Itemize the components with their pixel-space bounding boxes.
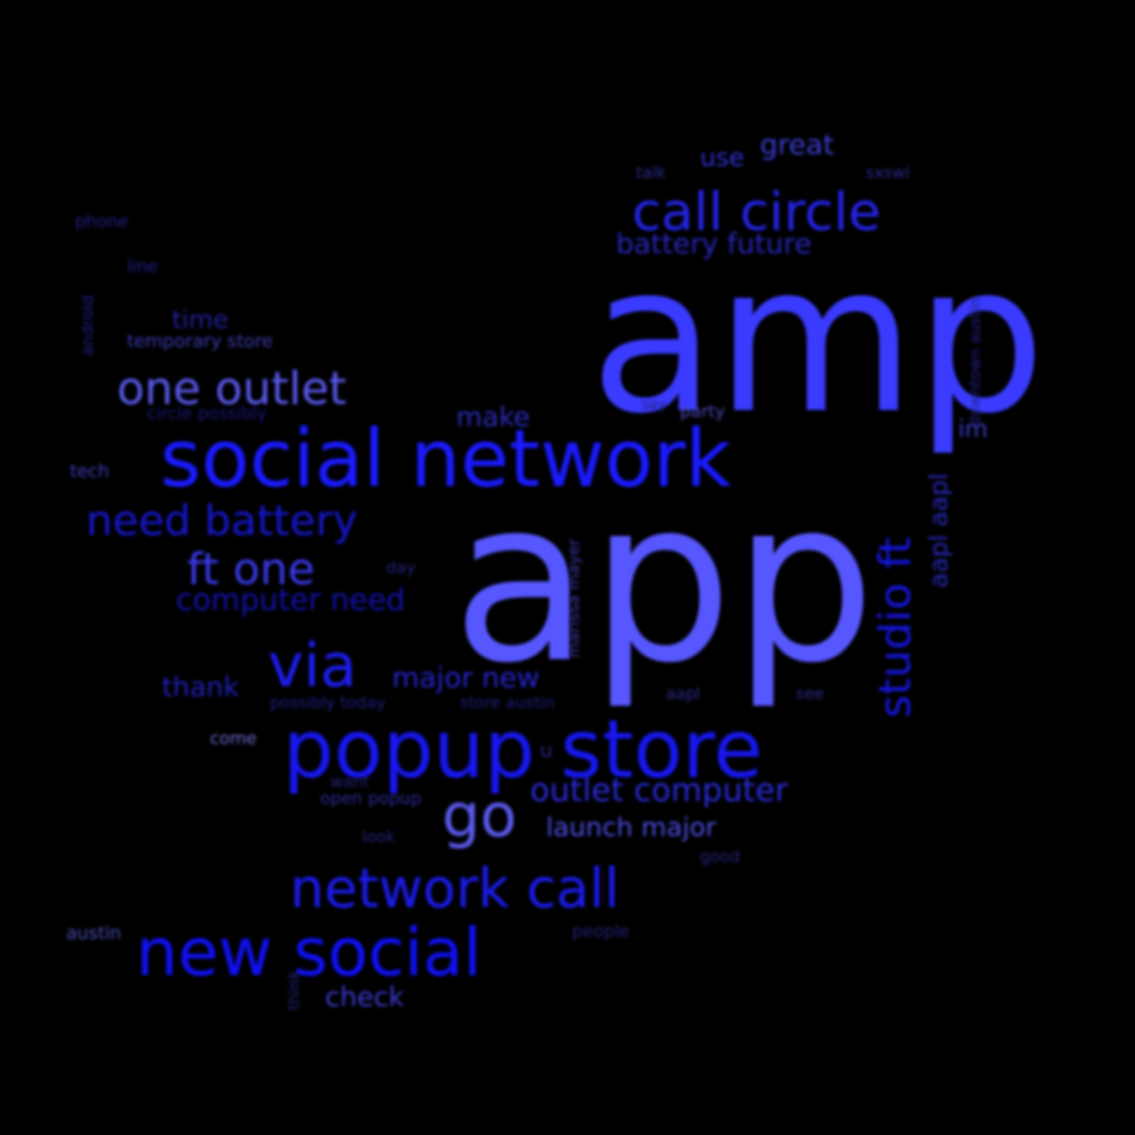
word-make: make	[456, 402, 531, 433]
word-computer-need: computer need	[176, 583, 406, 618]
word-check: check	[325, 982, 405, 1013]
word-u: u	[540, 738, 553, 762]
word-popup-store: popup store	[283, 703, 763, 796]
word-via: via	[268, 631, 357, 701]
word-circle-possibly: circle possibly	[147, 404, 267, 424]
word-android: android	[78, 295, 97, 356]
word-possibly-today: possibly today	[270, 693, 386, 712]
word-time: time	[172, 305, 229, 334]
word-marissa-mayer: marissa mayer	[564, 538, 583, 658]
word-temporary-store: temporary store	[127, 331, 273, 352]
word-think: think	[284, 969, 303, 1010]
word-people: people	[572, 922, 630, 942]
word-network-call: network call	[290, 857, 620, 920]
word-sxswi: sxswi	[866, 163, 910, 182]
word-studio-ft: studio ft	[870, 536, 921, 718]
word-see: see	[796, 684, 825, 703]
word-good: good	[700, 847, 740, 866]
word-app: app	[452, 451, 876, 713]
word-aapl-aapl: aapl aapl	[924, 473, 953, 588]
word-downtown-austin: downtown austin	[966, 297, 984, 426]
word-ft-one: ft one	[187, 544, 315, 595]
word-great: great	[760, 128, 835, 161]
word-austin: austin	[66, 923, 122, 944]
word-party: party	[680, 402, 725, 422]
word-store-austin: store austin	[460, 693, 555, 712]
word-new-social: new social	[136, 914, 482, 991]
word-phone: phone	[75, 212, 129, 232]
word-need-battery: need battery	[86, 496, 358, 545]
word-thank: thank	[162, 672, 239, 703]
word-talk: talk	[636, 163, 666, 182]
word-battery-future: battery future	[616, 227, 812, 260]
word-day: day	[386, 558, 416, 577]
word-call-circle: call circle	[632, 182, 881, 243]
word-launch-major: launch major	[546, 813, 717, 843]
word-major-new: major new	[392, 661, 540, 694]
word-want: want	[330, 772, 370, 791]
word-line: line	[127, 257, 158, 277]
word-go: go	[442, 781, 517, 851]
word-say: say	[642, 397, 667, 413]
word-one-outlet: one outlet	[117, 362, 347, 415]
word-tech: tech	[70, 461, 110, 482]
word-look: look	[362, 827, 396, 846]
word-amp: amp	[590, 221, 1046, 459]
word-im: im	[958, 415, 989, 443]
word-outlet-computer: outlet computer	[530, 771, 789, 809]
word-use: use	[700, 143, 745, 172]
word-social-network: social network	[160, 413, 732, 505]
word-open-popup: open popup	[320, 789, 422, 809]
word-aapl: aapl	[666, 684, 701, 703]
word-come: come	[210, 729, 257, 749]
